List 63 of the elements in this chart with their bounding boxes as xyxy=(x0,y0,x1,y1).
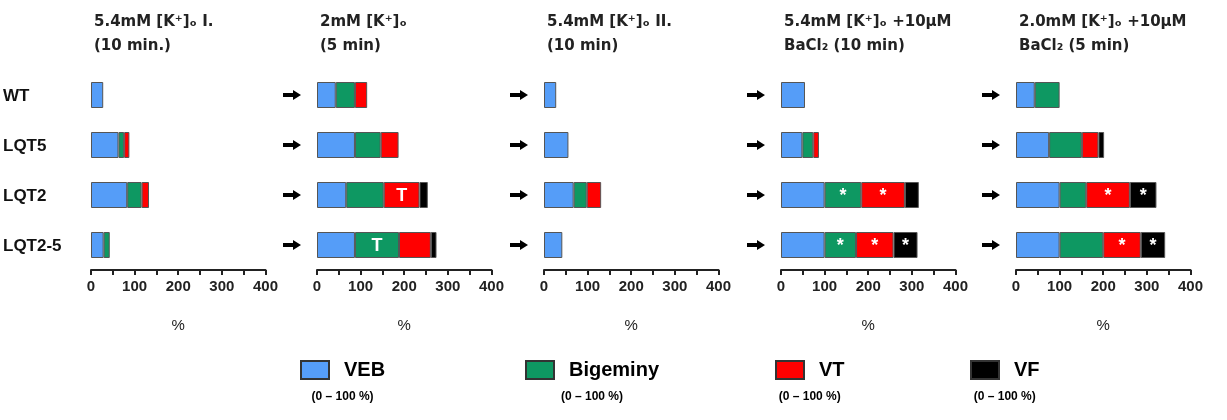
data-label: * xyxy=(902,235,910,255)
text: (0 – 100 %) xyxy=(311,389,374,403)
bar xyxy=(781,82,805,108)
x-tick-label: 200 xyxy=(1090,277,1116,294)
chart-title: 2.0mM [K⁺]ₒ +10µM BaCl₂ (5 min) xyxy=(1019,12,1187,54)
x-axis-title: % xyxy=(1096,316,1110,333)
data-label: * xyxy=(1149,235,1157,255)
y-tick-label: WT xyxy=(3,85,31,105)
data-label: * xyxy=(836,235,844,255)
data-label: * xyxy=(1139,185,1147,205)
x-tick-label: 100 xyxy=(122,277,148,294)
x-tick-label: 200 xyxy=(855,277,881,294)
data-label: * xyxy=(879,185,887,205)
x-tick-label: 300 xyxy=(662,277,688,294)
data-label: T xyxy=(396,185,408,205)
x-tick-label: 300 xyxy=(1134,277,1160,294)
y-tick-label: LQT2-5 xyxy=(3,235,62,255)
data-label: * xyxy=(1104,185,1112,205)
data-label: * xyxy=(839,185,847,205)
text: (0 – 100 %) xyxy=(560,389,624,403)
x-tick-label: 100 xyxy=(812,277,838,294)
chart-title: 5.4mM [K⁺]ₒ +10µM BaCl₂ (10 min) xyxy=(784,12,952,54)
legend-label: VF xyxy=(1014,358,1040,381)
bar xyxy=(91,82,104,108)
x-tick-label: 400 xyxy=(252,277,278,294)
bar xyxy=(544,132,569,158)
x-tick-label: 300 xyxy=(435,277,461,294)
text: (0 – 100 %) xyxy=(973,389,1036,403)
x-axis-title: % xyxy=(397,316,411,333)
chart-title: 5.4mM [K⁺]ₒ II. (10 min) xyxy=(547,12,673,54)
x-tick-label: 0 xyxy=(539,277,549,294)
x-tick-label: 300 xyxy=(899,277,925,294)
text: (0 – 100 %) xyxy=(778,389,841,403)
x-axis-title: % xyxy=(624,316,638,333)
x-tick-label: 400 xyxy=(705,277,731,294)
y-tick-label: LQT5 xyxy=(3,135,47,155)
x-tick-label: 300 xyxy=(209,277,235,294)
x-tick-label: 100 xyxy=(348,277,374,294)
data-label: * xyxy=(1118,235,1126,255)
x-tick-label: 100 xyxy=(575,277,601,294)
x-tick-label: 200 xyxy=(618,277,644,294)
bar xyxy=(544,82,557,108)
x-tick-label: 400 xyxy=(1177,277,1203,294)
x-tick-label: 0 xyxy=(776,277,786,294)
x-tick-label: 100 xyxy=(1047,277,1073,294)
x-tick-label: 400 xyxy=(942,277,968,294)
data-label: T xyxy=(371,235,383,255)
legend-label: Bigeminy xyxy=(569,358,660,381)
x-tick-label: 400 xyxy=(478,277,504,294)
legend-label: VT xyxy=(819,358,845,381)
x-tick-label: 200 xyxy=(391,277,417,294)
legend-label: VEB xyxy=(344,358,386,381)
x-tick-label: 0 xyxy=(312,277,322,294)
chart-title: 5.4mM [K⁺]ₒ I. (10 min.) xyxy=(94,12,214,54)
x-tick-label: 0 xyxy=(1011,277,1021,294)
chart-title: 2mM [K⁺]ₒ (5 min) xyxy=(320,12,407,54)
x-tick-label: 0 xyxy=(86,277,96,294)
x-axis-title: % xyxy=(171,316,185,333)
x-tick-label: 200 xyxy=(165,277,191,294)
data-label: * xyxy=(871,235,879,255)
bar xyxy=(544,232,563,258)
x-axis-title: % xyxy=(861,316,875,333)
y-tick-label: LQT2 xyxy=(3,185,47,205)
